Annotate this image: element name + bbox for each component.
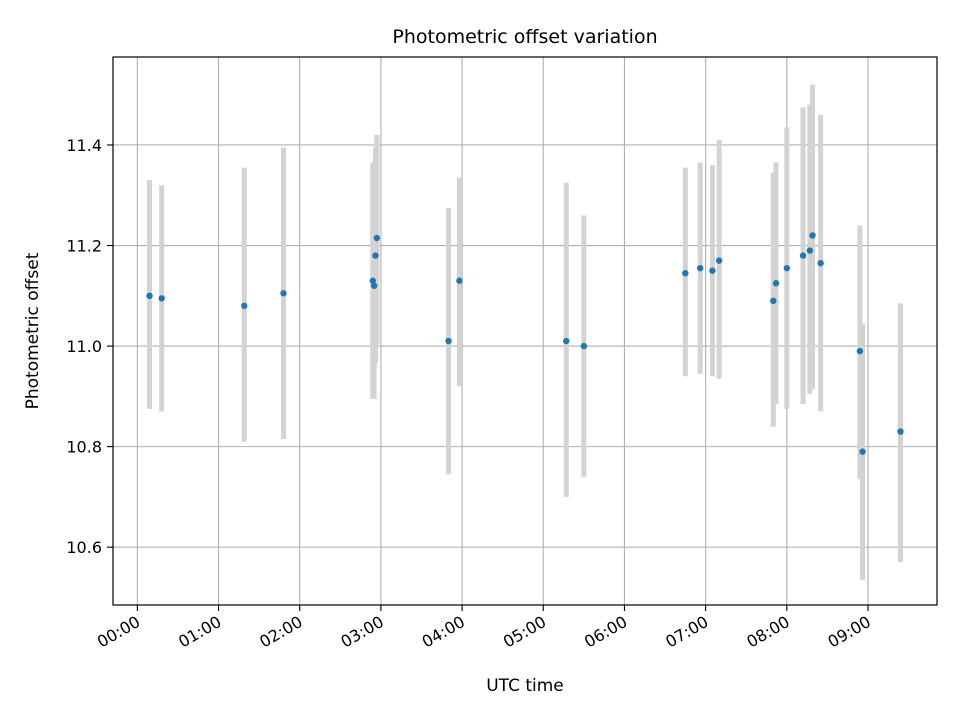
data-point [445, 337, 452, 345]
data-point [146, 292, 153, 300]
y-tick-label: 10.6 [66, 538, 102, 557]
data-point [370, 282, 378, 289]
data-point [859, 448, 866, 455]
data-point [809, 232, 816, 239]
chart-title: Photometric offset variation [392, 26, 657, 48]
grid-layer [113, 57, 937, 605]
point-layer [146, 232, 904, 455]
data-point [456, 277, 463, 284]
data-point [806, 247, 814, 254]
y-tick-label: 11.0 [66, 337, 102, 356]
data-point [772, 280, 780, 287]
y-tick-label: 11.4 [66, 136, 102, 155]
y-tick-label: 11.2 [66, 237, 102, 256]
data-point [158, 295, 165, 302]
data-point [897, 428, 904, 435]
data-point [817, 259, 824, 267]
data-point [783, 264, 791, 272]
data-point [799, 252, 807, 259]
y-tick-label: 10.8 [66, 438, 102, 457]
data-point [369, 277, 376, 284]
data-point [280, 290, 287, 297]
data-point [580, 342, 588, 350]
data-point [373, 234, 381, 242]
data-point [770, 297, 777, 305]
y-axis: 10.6 10.8 11.0 11.2 11.4 [66, 136, 113, 557]
data-point [709, 267, 716, 274]
x-axis-label: UTC time [486, 676, 564, 696]
data-point [856, 347, 864, 355]
data-point [241, 302, 248, 310]
data-point [563, 337, 570, 345]
plot-frame [112, 56, 938, 606]
plot-area [113, 57, 937, 605]
data-point [697, 264, 704, 272]
y-axis-label: Photometric offset [23, 252, 43, 409]
data-point [682, 269, 689, 277]
data-point [715, 257, 723, 264]
data-point [372, 252, 379, 259]
